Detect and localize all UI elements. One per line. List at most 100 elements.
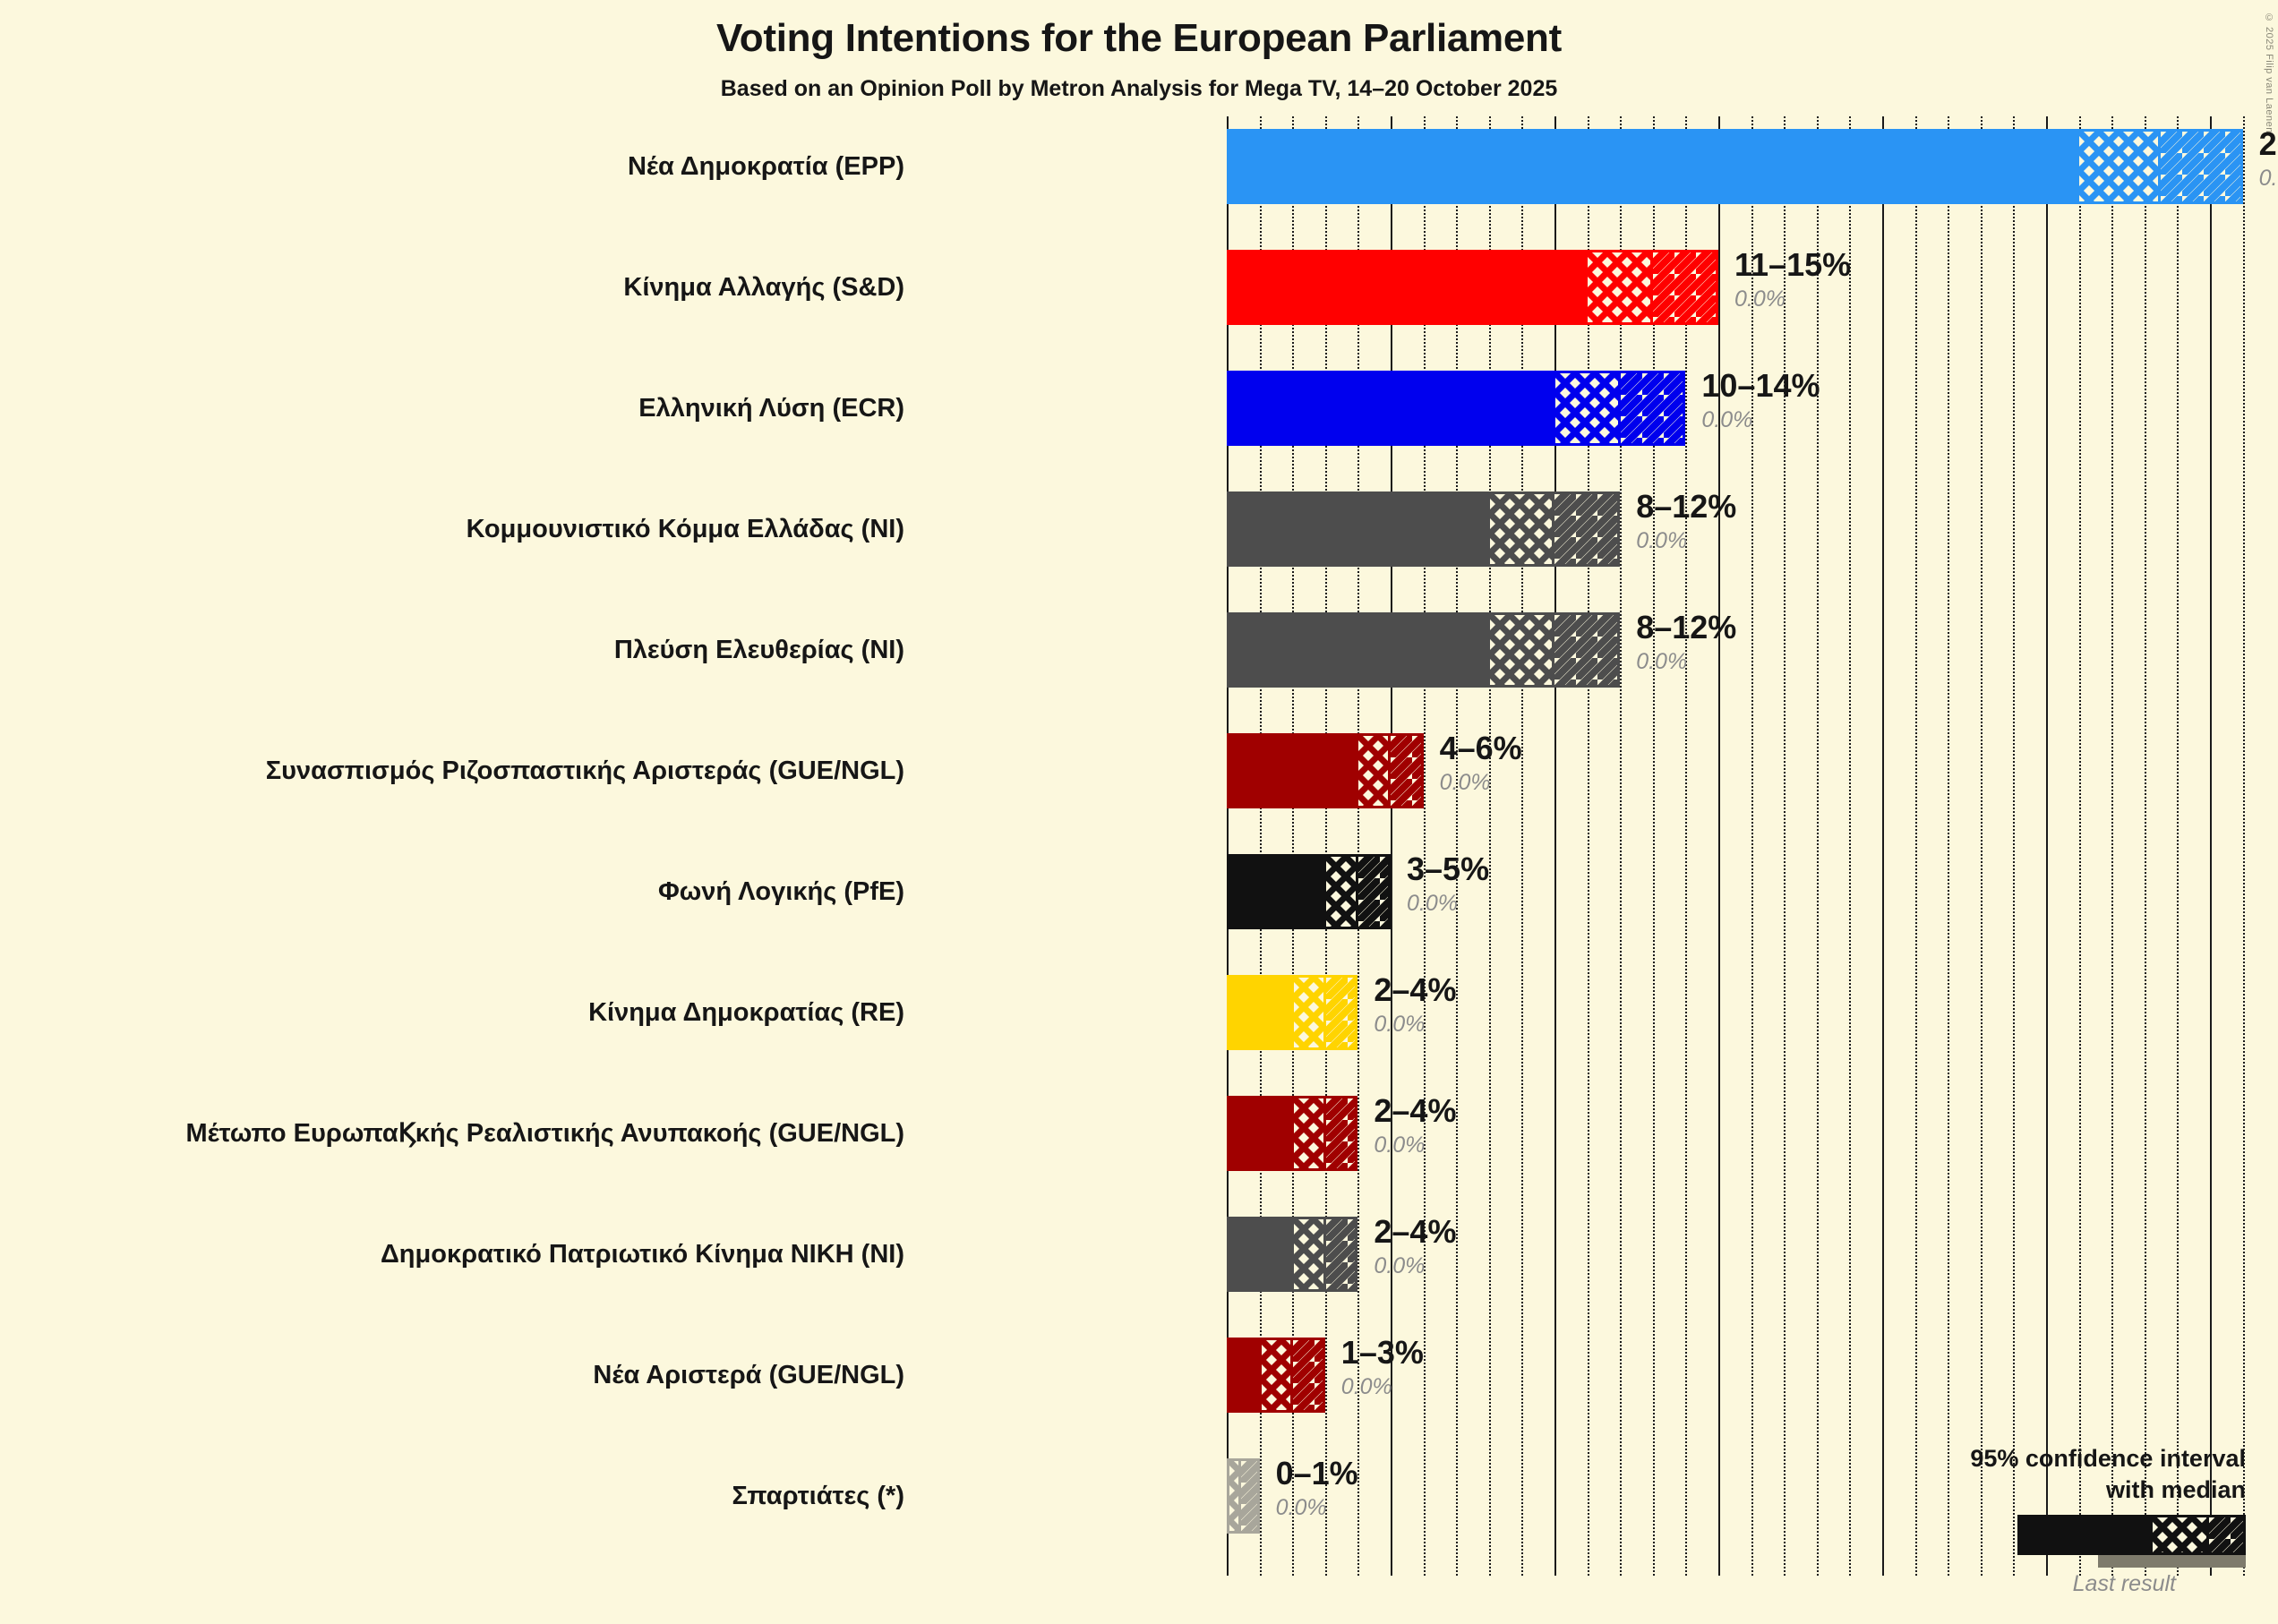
value-annotation: 26–31% 0.0% xyxy=(2259,124,2278,192)
bar-segment-to-median xyxy=(1554,373,1621,443)
party-label: Νέα Αριστερά (GUE/NGL) xyxy=(593,1361,904,1389)
bar-segment-lower-bound xyxy=(1229,978,1294,1047)
value-annotation: 2–4% 0.0% xyxy=(1374,1090,1456,1158)
chart-row: Δημοκρατικό Πατριωτικό Κίνημα ΝΙΚΗ (NI) 2… xyxy=(0,1213,2278,1292)
confidence-interval-bar[interactable] xyxy=(1227,250,1718,325)
chart-row: Κίνημα Δημοκρατίας (RE) 2–4% 0.0% xyxy=(0,971,2278,1050)
party-label: Κίνημα Αλλαγής (S&D) xyxy=(623,273,904,302)
bar-segment-to-median xyxy=(1293,1098,1326,1168)
bar-segment-to-median xyxy=(1325,857,1358,927)
bar-segment-upper-bound xyxy=(2161,132,2240,201)
party-label: Ελληνική Λύση (ECR) xyxy=(638,394,904,423)
bar-segment-upper-bound xyxy=(1325,1219,1356,1289)
bar-segment-to-median xyxy=(1293,1219,1326,1289)
value-annotation: 10–14% 0.0% xyxy=(1701,365,1820,433)
bar-segment-to-median xyxy=(1489,615,1555,685)
legend-segment-diagonal xyxy=(2209,1517,2243,1552)
bar-segment-lower-bound xyxy=(1229,373,1555,443)
bar-segment-to-median xyxy=(2079,132,2162,201)
party-label: Κίνημα Δημοκρατίας (RE) xyxy=(588,998,904,1027)
last-result-label: 0.0% xyxy=(1636,649,1688,674)
party-label: Συνασπισμός Ριζοσπαστικής Αριστεράς (GUE… xyxy=(265,756,904,785)
last-result-label: 0.0% xyxy=(1439,770,1491,795)
confidence-range-label: 8–12% xyxy=(1636,609,1737,645)
chart-subtitle: Based on an Opinion Poll by Metron Analy… xyxy=(720,76,1558,101)
chart-row: Ελληνική Λύση (ECR) 10–14% 0.0% xyxy=(0,367,2278,446)
bar-segment-upper-bound xyxy=(1293,1340,1323,1410)
confidence-range-label: 2–4% xyxy=(1374,1213,1457,1250)
copyright-notice: © 2025 Filip van Laenen xyxy=(2264,13,2274,133)
confidence-interval-bar[interactable] xyxy=(1227,491,1621,567)
chart-row: Φωνή Λογικής (PfE) 3–5% 0.0% xyxy=(0,850,2278,929)
party-label: Κομμουνιστικό Κόμμα Ελλάδας (NI) xyxy=(466,515,904,543)
confidence-range-label: 10–14% xyxy=(1701,367,1820,404)
chart-row: Κομμουνιστικό Κόμμα Ελλάδας (NI) 8–12% 0.0… xyxy=(0,488,2278,567)
confidence-range-label: 1–3% xyxy=(1340,1334,1424,1371)
confidence-interval-bar[interactable] xyxy=(1227,1096,1358,1171)
bar-segment-lower-bound xyxy=(1229,252,1589,322)
bar-segment-lower-bound xyxy=(1229,1219,1294,1289)
bar-segment-to-median xyxy=(1293,978,1326,1047)
bar-segment-upper-bound xyxy=(1620,373,1683,443)
party-label: Δημοκρατικό Πατριωτικό Κίνημα ΝΙΚΗ (NI) xyxy=(380,1240,904,1269)
bar-segment-upper-bound xyxy=(1325,1098,1356,1168)
confidence-range-label: 4–6% xyxy=(1439,730,1522,766)
bar-segment-lower-bound xyxy=(1229,494,1490,564)
last-result-label: 0.0% xyxy=(1636,528,1688,553)
confidence-range-label: 2–4% xyxy=(1374,1092,1457,1129)
last-result-label: 0.0% xyxy=(1374,1012,1426,1037)
bar-segment-upper-bound xyxy=(1554,615,1618,685)
bar-segment-lower-bound xyxy=(1229,1098,1294,1168)
bar-segment-upper-bound xyxy=(1241,1461,1257,1531)
value-annotation: 2–4% 0.0% xyxy=(1374,970,1456,1038)
confidence-interval-bar[interactable] xyxy=(1227,854,1391,929)
confidence-interval-bar[interactable] xyxy=(1227,733,1424,808)
confidence-interval-bar[interactable] xyxy=(1227,1338,1325,1413)
bar-segment-to-median xyxy=(1489,494,1555,564)
bar-segment-to-median xyxy=(1229,1461,1242,1531)
confidence-range-label: 2–4% xyxy=(1374,971,1457,1008)
party-label: Nέα Δημοκρατία (EPP) xyxy=(627,152,904,181)
party-label: Σπαρτιάτες (*) xyxy=(732,1482,904,1510)
bar-segment-to-median xyxy=(1261,1340,1294,1410)
chart-plot-area: Nέα Δημοκρατία (EPP)26–31%0.0%Κίνημα Αλλ… xyxy=(0,116,2278,1624)
confidence-interval-bar[interactable] xyxy=(1227,371,1686,446)
chart-row: Νέα Αριστερά (GUE/NGL) 1–3% 0.0% xyxy=(0,1334,2278,1413)
last-result-label: 0.0% xyxy=(1275,1495,1327,1520)
confidence-range-label: 8–12% xyxy=(1636,488,1737,525)
value-annotation: 2–4% 0.0% xyxy=(1374,1211,1456,1279)
bar-segment-lower-bound xyxy=(1229,132,2080,201)
bar-segment-upper-bound xyxy=(1357,857,1389,927)
bar-segment-upper-bound xyxy=(1325,978,1356,1047)
last-result-label: 0.0% xyxy=(1701,407,1753,432)
legend-segment-solid xyxy=(2020,1517,2153,1552)
confidence-interval-bar[interactable] xyxy=(1227,1217,1358,1292)
bar-segment-upper-bound xyxy=(1554,494,1618,564)
last-result-label: 0.0% xyxy=(1374,1133,1426,1158)
bar-segment-lower-bound xyxy=(1229,857,1326,927)
party-label: Μέτωπο ΕυρωπαϏκής Ρεαλιστικής Ανυπακοής … xyxy=(185,1119,904,1148)
chart-row: Σπαρτιάτες (*) 0–1% 0.0% xyxy=(0,1455,2278,1534)
chart-row: Κίνημα Αλλαγής (S&D) 11–15% 0.0% xyxy=(0,246,2278,325)
chart-row: Nέα Δημοκρατία (EPP) 26–31% 0.0% xyxy=(0,125,2278,204)
last-result-label: 0.0% xyxy=(2258,166,2278,191)
confidence-interval-bar[interactable] xyxy=(1227,975,1358,1050)
chart-row: Συνασπισμός Ριζοσπαστικής Αριστεράς (GUE… xyxy=(0,730,2278,808)
confidence-range-label: 26–31% xyxy=(2258,125,2278,162)
legend-last-result-label: Last result xyxy=(2072,1571,2176,1596)
party-label: Πλεύση Ελευθερίας (NI) xyxy=(613,636,904,664)
bar-segment-upper-bound xyxy=(1653,252,1716,322)
bar-segment-to-median xyxy=(1358,736,1392,806)
legend-last-result-bar xyxy=(2098,1555,2246,1568)
confidence-interval-bar[interactable] xyxy=(1227,1458,1260,1534)
confidence-interval-bar[interactable] xyxy=(1227,612,1621,688)
chart-row: Πλεύση Ελευθερίας (NI) 8–12% 0.0% xyxy=(0,609,2278,688)
legend-swatch xyxy=(2017,1515,2246,1555)
confidence-range-label: 0–1% xyxy=(1275,1455,1358,1492)
legend-median-label: with median xyxy=(2105,1476,2246,1503)
value-annotation: 8–12% 0.0% xyxy=(1636,486,1736,554)
last-result-label: 0.0% xyxy=(1734,286,1786,312)
legend: 95% confidence interval with median Last… xyxy=(1905,1443,2246,1597)
confidence-interval-bar[interactable] xyxy=(1227,129,2243,204)
legend-ci-label: 95% confidence interval xyxy=(1970,1445,2246,1472)
